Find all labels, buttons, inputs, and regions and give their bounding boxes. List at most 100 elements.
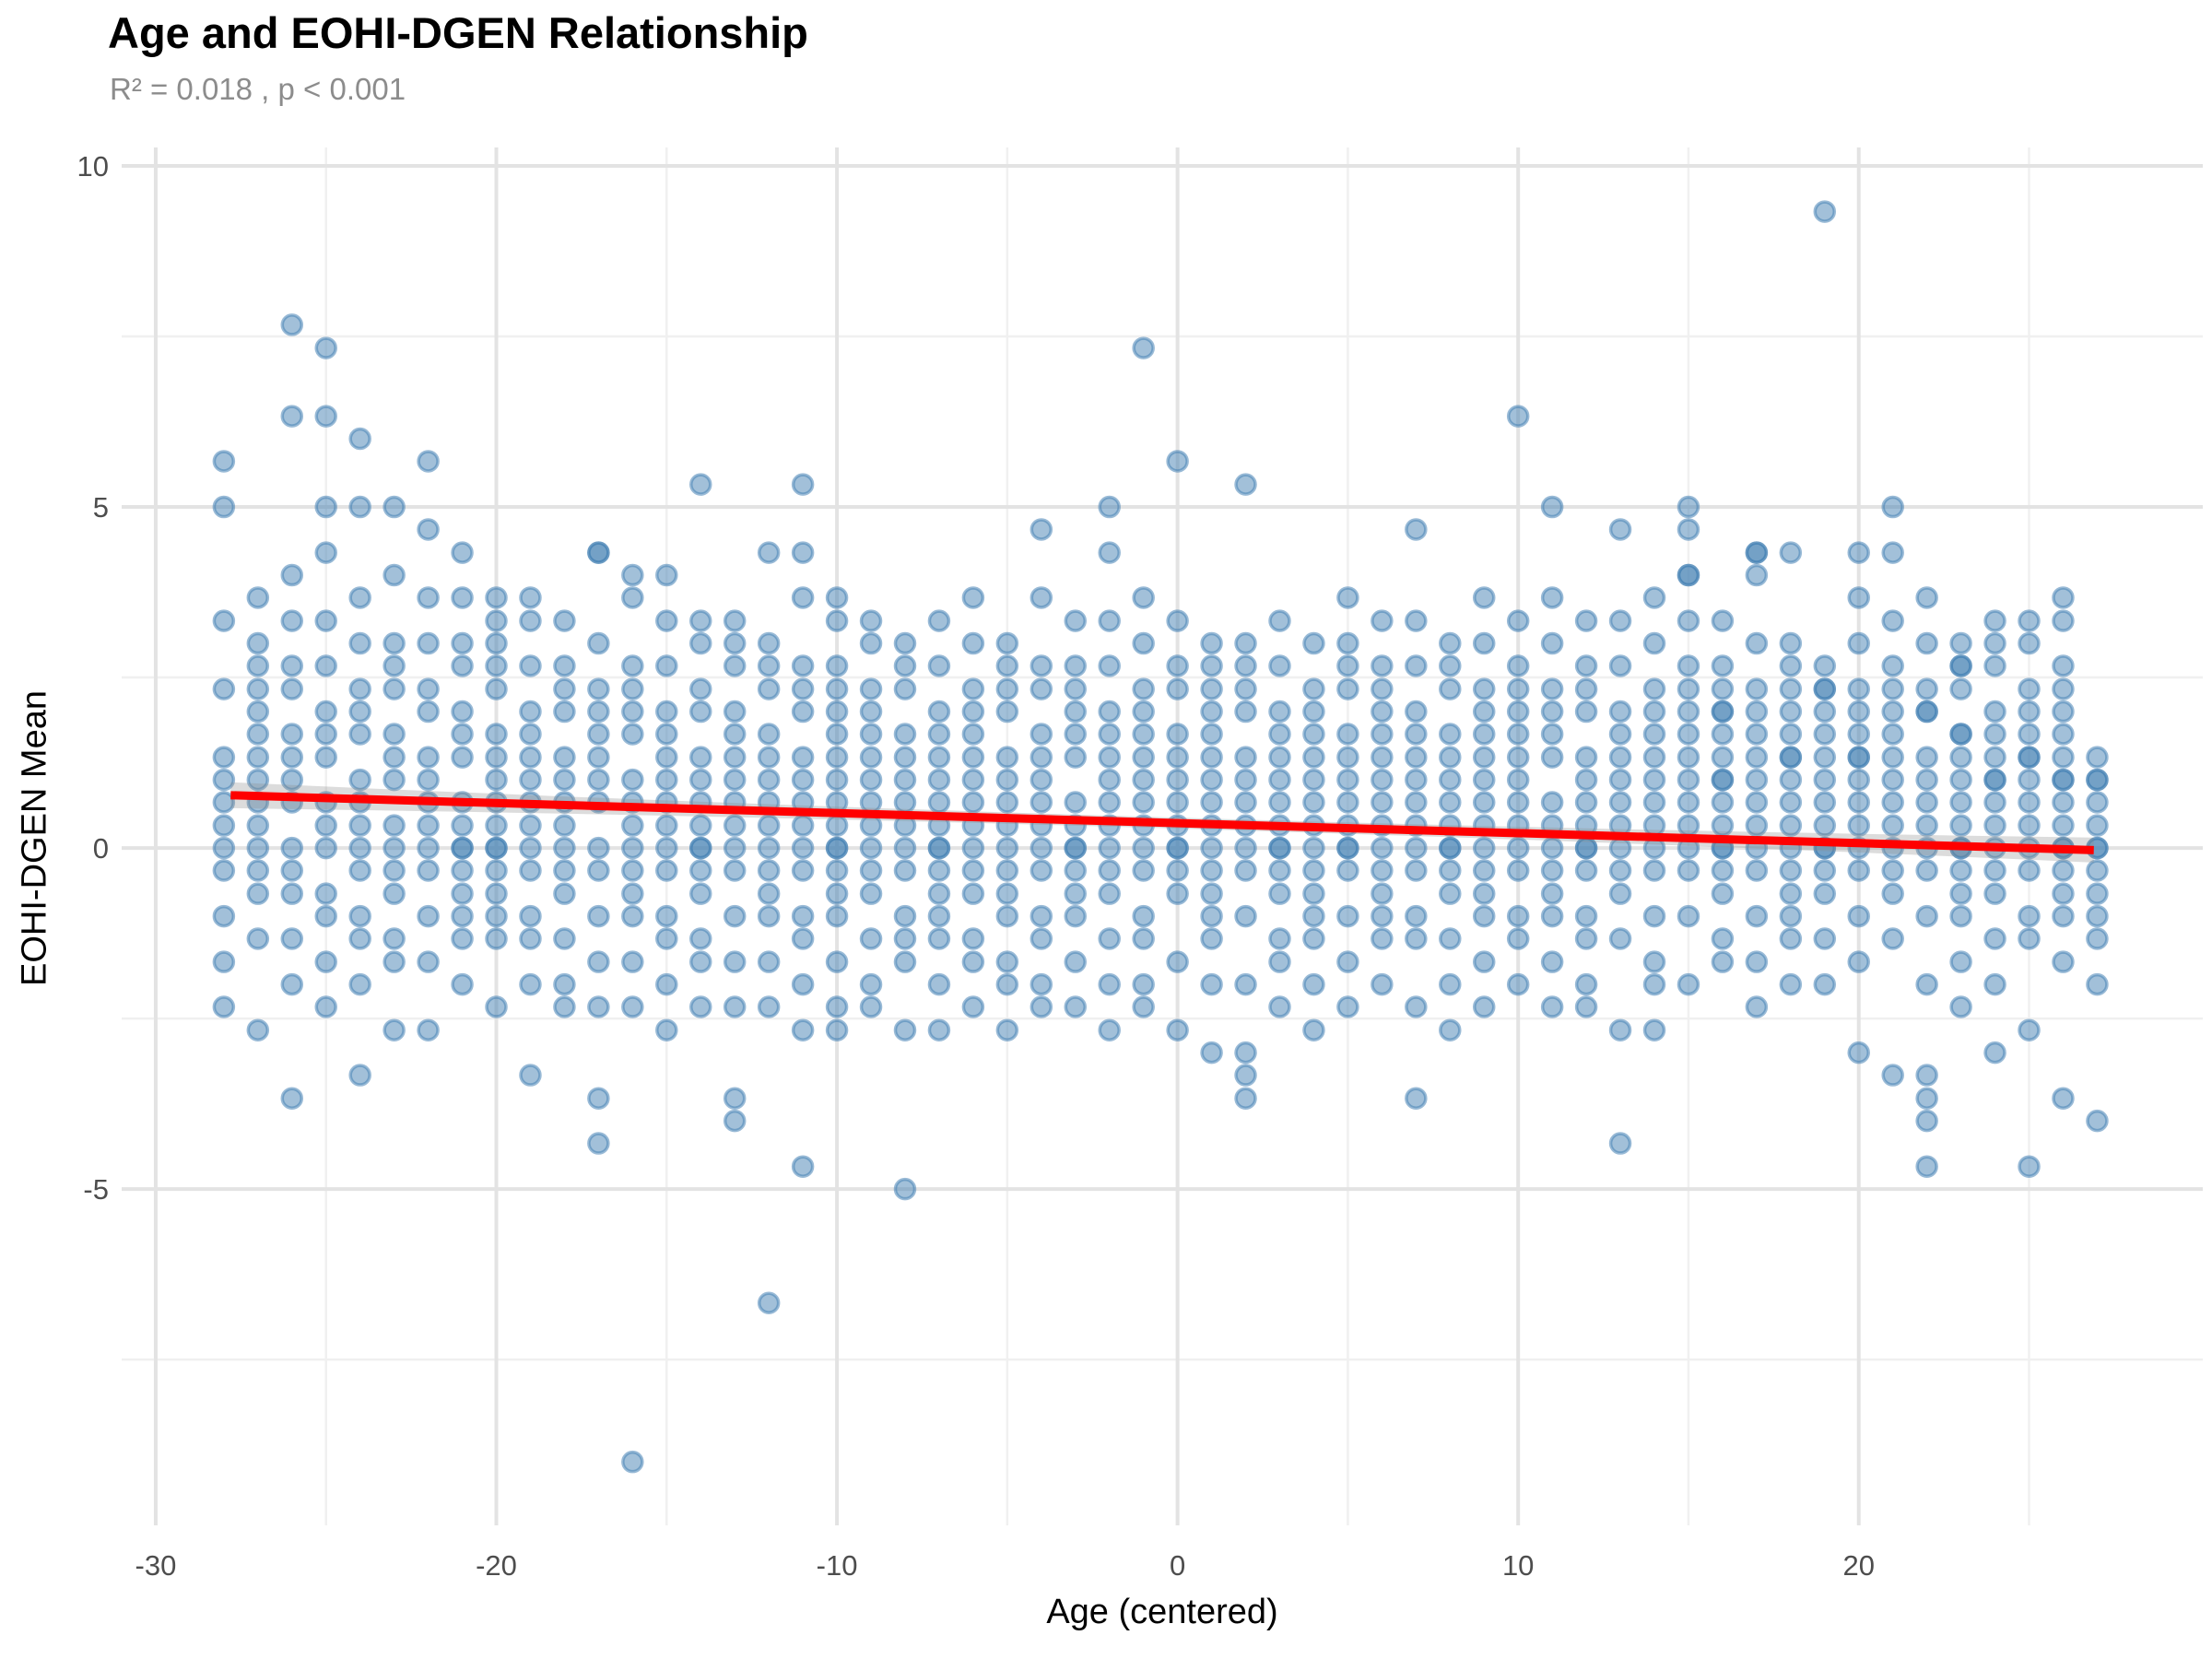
data-point xyxy=(1813,927,1837,950)
data-point xyxy=(1711,746,1735,769)
data-point xyxy=(1915,1155,1938,1178)
data-point xyxy=(1745,768,1769,792)
data-point xyxy=(1234,1064,1257,1087)
data-point xyxy=(519,586,542,609)
data-point xyxy=(893,904,917,928)
data-point xyxy=(587,746,610,769)
data-point xyxy=(1677,654,1700,677)
data-point xyxy=(1949,882,1972,905)
data-point xyxy=(1302,972,1325,996)
data-point xyxy=(2052,904,2075,928)
data-point xyxy=(1574,609,1598,632)
data-point xyxy=(893,723,917,746)
data-point xyxy=(621,654,644,677)
data-point xyxy=(1405,518,1428,541)
data-point xyxy=(1234,473,1257,496)
data-point xyxy=(688,609,712,632)
data-point xyxy=(1405,904,1428,928)
data-point xyxy=(451,904,474,928)
data-point xyxy=(1371,904,1394,928)
data-point xyxy=(1098,700,1121,724)
data-point xyxy=(1030,995,1053,1018)
data-point xyxy=(382,723,406,746)
data-point xyxy=(1711,927,1735,950)
data-point xyxy=(212,746,236,769)
data-point xyxy=(314,814,337,837)
data-point xyxy=(2018,1018,2041,1041)
data-point xyxy=(1439,1018,1462,1041)
points-layer xyxy=(212,200,2109,1474)
data-point xyxy=(2052,654,2075,677)
data-point xyxy=(1881,495,1904,519)
data-point xyxy=(382,654,406,677)
data-point xyxy=(1302,700,1325,724)
data-point xyxy=(791,677,815,700)
data-point xyxy=(723,904,747,928)
data-point xyxy=(1371,654,1394,677)
data-point xyxy=(1371,609,1394,632)
data-point xyxy=(485,654,508,677)
data-point xyxy=(995,1018,1019,1041)
data-point xyxy=(927,746,951,769)
data-point xyxy=(519,1064,542,1087)
data-point xyxy=(451,746,474,769)
data-point xyxy=(382,859,406,882)
data-point xyxy=(1915,814,1938,837)
data-point xyxy=(1132,859,1155,882)
data-point xyxy=(1132,927,1155,950)
data-point xyxy=(1098,927,1121,950)
data-point xyxy=(825,1018,849,1041)
data-point xyxy=(417,904,440,928)
data-point xyxy=(1234,836,1257,860)
data-point xyxy=(621,836,644,860)
data-point xyxy=(587,631,610,655)
data-point xyxy=(1642,950,1666,973)
data-point xyxy=(859,972,883,996)
data-point xyxy=(348,904,371,928)
data-point xyxy=(1200,654,1223,677)
data-point xyxy=(212,836,236,860)
data-point xyxy=(995,746,1019,769)
data-point xyxy=(485,882,508,905)
data-point xyxy=(1949,654,1972,677)
data-point xyxy=(553,972,576,996)
data-point xyxy=(1371,791,1394,814)
data-point xyxy=(553,995,576,1018)
data-point xyxy=(1336,950,1359,973)
data-point xyxy=(961,927,985,950)
data-point xyxy=(314,882,337,905)
data-point xyxy=(1949,904,1972,928)
data-point xyxy=(280,882,304,905)
data-point xyxy=(1439,631,1462,655)
data-point xyxy=(451,814,474,837)
data-point xyxy=(1200,882,1223,905)
data-point xyxy=(1983,972,2006,996)
data-point xyxy=(1472,904,1496,928)
data-point xyxy=(1030,904,1053,928)
data-point xyxy=(621,700,644,724)
data-point xyxy=(1540,859,1564,882)
regression-line xyxy=(230,791,2094,854)
data-point xyxy=(1711,882,1735,905)
data-point xyxy=(2052,586,2075,609)
data-point xyxy=(1030,723,1053,746)
data-point xyxy=(2052,723,2075,746)
data-point xyxy=(1268,950,1291,973)
data-point xyxy=(1881,859,1904,882)
data-point xyxy=(553,836,576,860)
data-point xyxy=(621,723,644,746)
data-point xyxy=(688,882,712,905)
data-point xyxy=(1336,723,1359,746)
data-point xyxy=(1336,677,1359,700)
data-point xyxy=(519,609,542,632)
data-point xyxy=(961,836,985,860)
data-point xyxy=(1302,859,1325,882)
data-point xyxy=(1030,586,1053,609)
data-point xyxy=(995,904,1019,928)
data-point xyxy=(1234,677,1257,700)
data-point xyxy=(791,541,815,564)
data-point xyxy=(246,836,270,860)
data-point xyxy=(757,1291,781,1314)
data-point xyxy=(621,950,644,973)
data-point xyxy=(1677,859,1700,882)
